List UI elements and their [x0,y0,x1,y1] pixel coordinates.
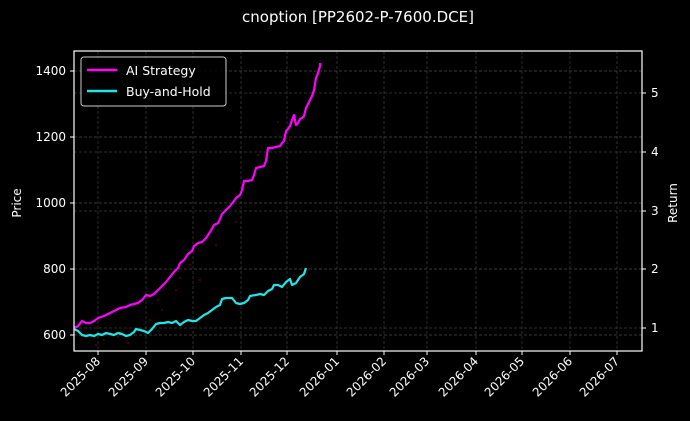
right-axis-labels: 1 2 3 4 5 [651,86,659,335]
x-tick-label: 2025-09 [106,354,151,399]
x-tick-label: 2025-11 [201,354,246,399]
x-axis-labels: 2025-08 2025-09 2025-10 2025-11 2025-12 … [58,354,622,399]
legend-label-ai-strategy: AI Strategy [126,63,196,78]
x-tick-label: 2026-02 [344,354,389,399]
right-tick-label: 2 [651,262,659,276]
x-grid [97,51,618,351]
x-tick-label: 2026-05 [482,354,527,399]
right-grid [74,92,642,329]
left-tick-label: 800 [43,262,66,276]
right-axis-ticks [642,92,646,329]
left-tick-label: 1400 [35,64,66,78]
x-tick-label: 2026-01 [297,354,342,399]
buy-and-hold-line [73,267,308,338]
right-tick-label: 4 [651,145,659,159]
right-tick-label: 1 [651,321,659,335]
left-axis-ticks [70,70,74,336]
left-tick-label: 1000 [35,196,66,210]
right-tick-label: 3 [651,204,659,218]
x-axis-ticks [97,351,618,355]
x-tick-label: 2026-07 [577,354,622,399]
legend: AI Strategy Buy-and-Hold [80,56,227,107]
left-grid [74,70,642,336]
plot-frame [73,50,643,352]
x-tick-label: 2026-06 [530,354,575,399]
legend-label-buy-and-hold: Buy-and-Hold [126,84,211,99]
x-tick-label: 2026-04 [436,354,481,399]
ai-strategy-line [73,63,322,329]
left-tick-label: 600 [43,328,66,342]
x-tick-label: 2025-08 [58,354,103,399]
left-axis-labels: 600 800 1000 1200 1400 [35,64,66,342]
left-axis-label: Price [10,188,24,217]
chart-title: cnoption [PP2602-P-7600.DCE] [242,8,474,26]
left-tick-label: 1200 [35,130,66,144]
right-axis-label: Return [666,183,680,223]
x-tick-label: 2025-12 [247,354,292,399]
x-tick-label: 2026-03 [387,354,432,399]
right-tick-label: 5 [651,86,659,100]
x-tick-label: 2025-10 [153,354,198,399]
